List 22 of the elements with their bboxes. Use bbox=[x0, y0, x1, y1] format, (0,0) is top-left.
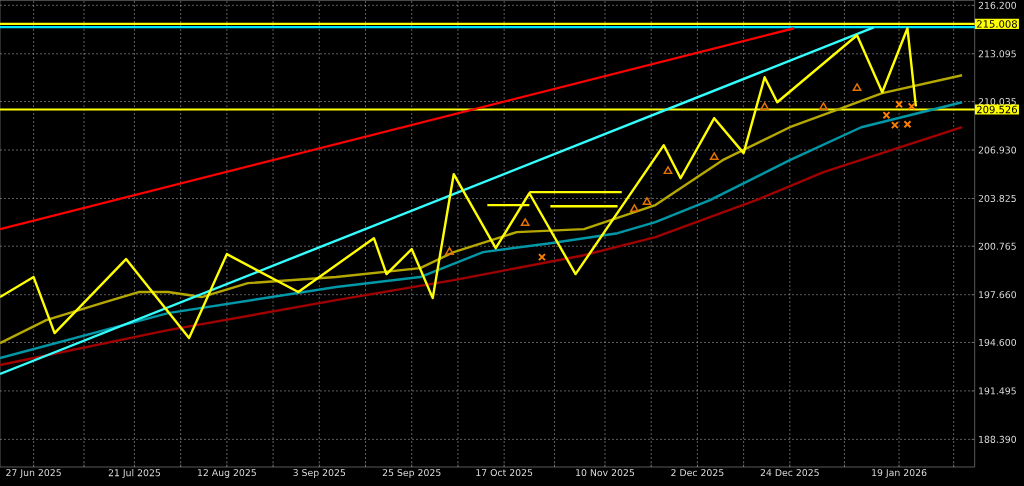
ref-line-label: 209.526 bbox=[977, 105, 1017, 114]
x-tick-label: 24 Dec 2025 bbox=[760, 469, 819, 477]
y-tick-label: 188.390 bbox=[979, 435, 1017, 443]
y-tick-label: 197.660 bbox=[979, 291, 1017, 299]
y-tick-label: 206.930 bbox=[978, 146, 1017, 154]
y-tick-label: 203.825 bbox=[978, 194, 1016, 202]
x-tick-label: 2 Dec 2025 bbox=[671, 469, 724, 477]
y-tick-label: 191.495 bbox=[979, 387, 1016, 395]
x-tick-label: 3 Sep 2025 bbox=[293, 469, 346, 478]
y-tick-label: 216.200 bbox=[978, 1, 1017, 9]
x-tick-label: 17 Oct 2025 bbox=[476, 469, 533, 477]
y-tick-label: 194.600 bbox=[979, 338, 1017, 346]
y-tick-label: 213.095 bbox=[978, 50, 1016, 58]
x-tick-label: 25 Sep 2025 bbox=[382, 469, 441, 478]
x-tick-label: 21 Jul 2025 bbox=[108, 469, 161, 478]
y-tick-label: 200.765 bbox=[978, 242, 1016, 250]
ref-line-label: 215.008 bbox=[977, 20, 1017, 28]
x-tick-label: 27 Jun 2025 bbox=[6, 469, 61, 478]
x-tick-label: 19 Jan 2026 bbox=[872, 469, 927, 478]
x-tick-label: 10 Nov 2025 bbox=[576, 469, 635, 477]
x-tick-label: 12 Aug 2025 bbox=[198, 469, 256, 478]
y-tick-label: 210.035 bbox=[978, 98, 1016, 106]
